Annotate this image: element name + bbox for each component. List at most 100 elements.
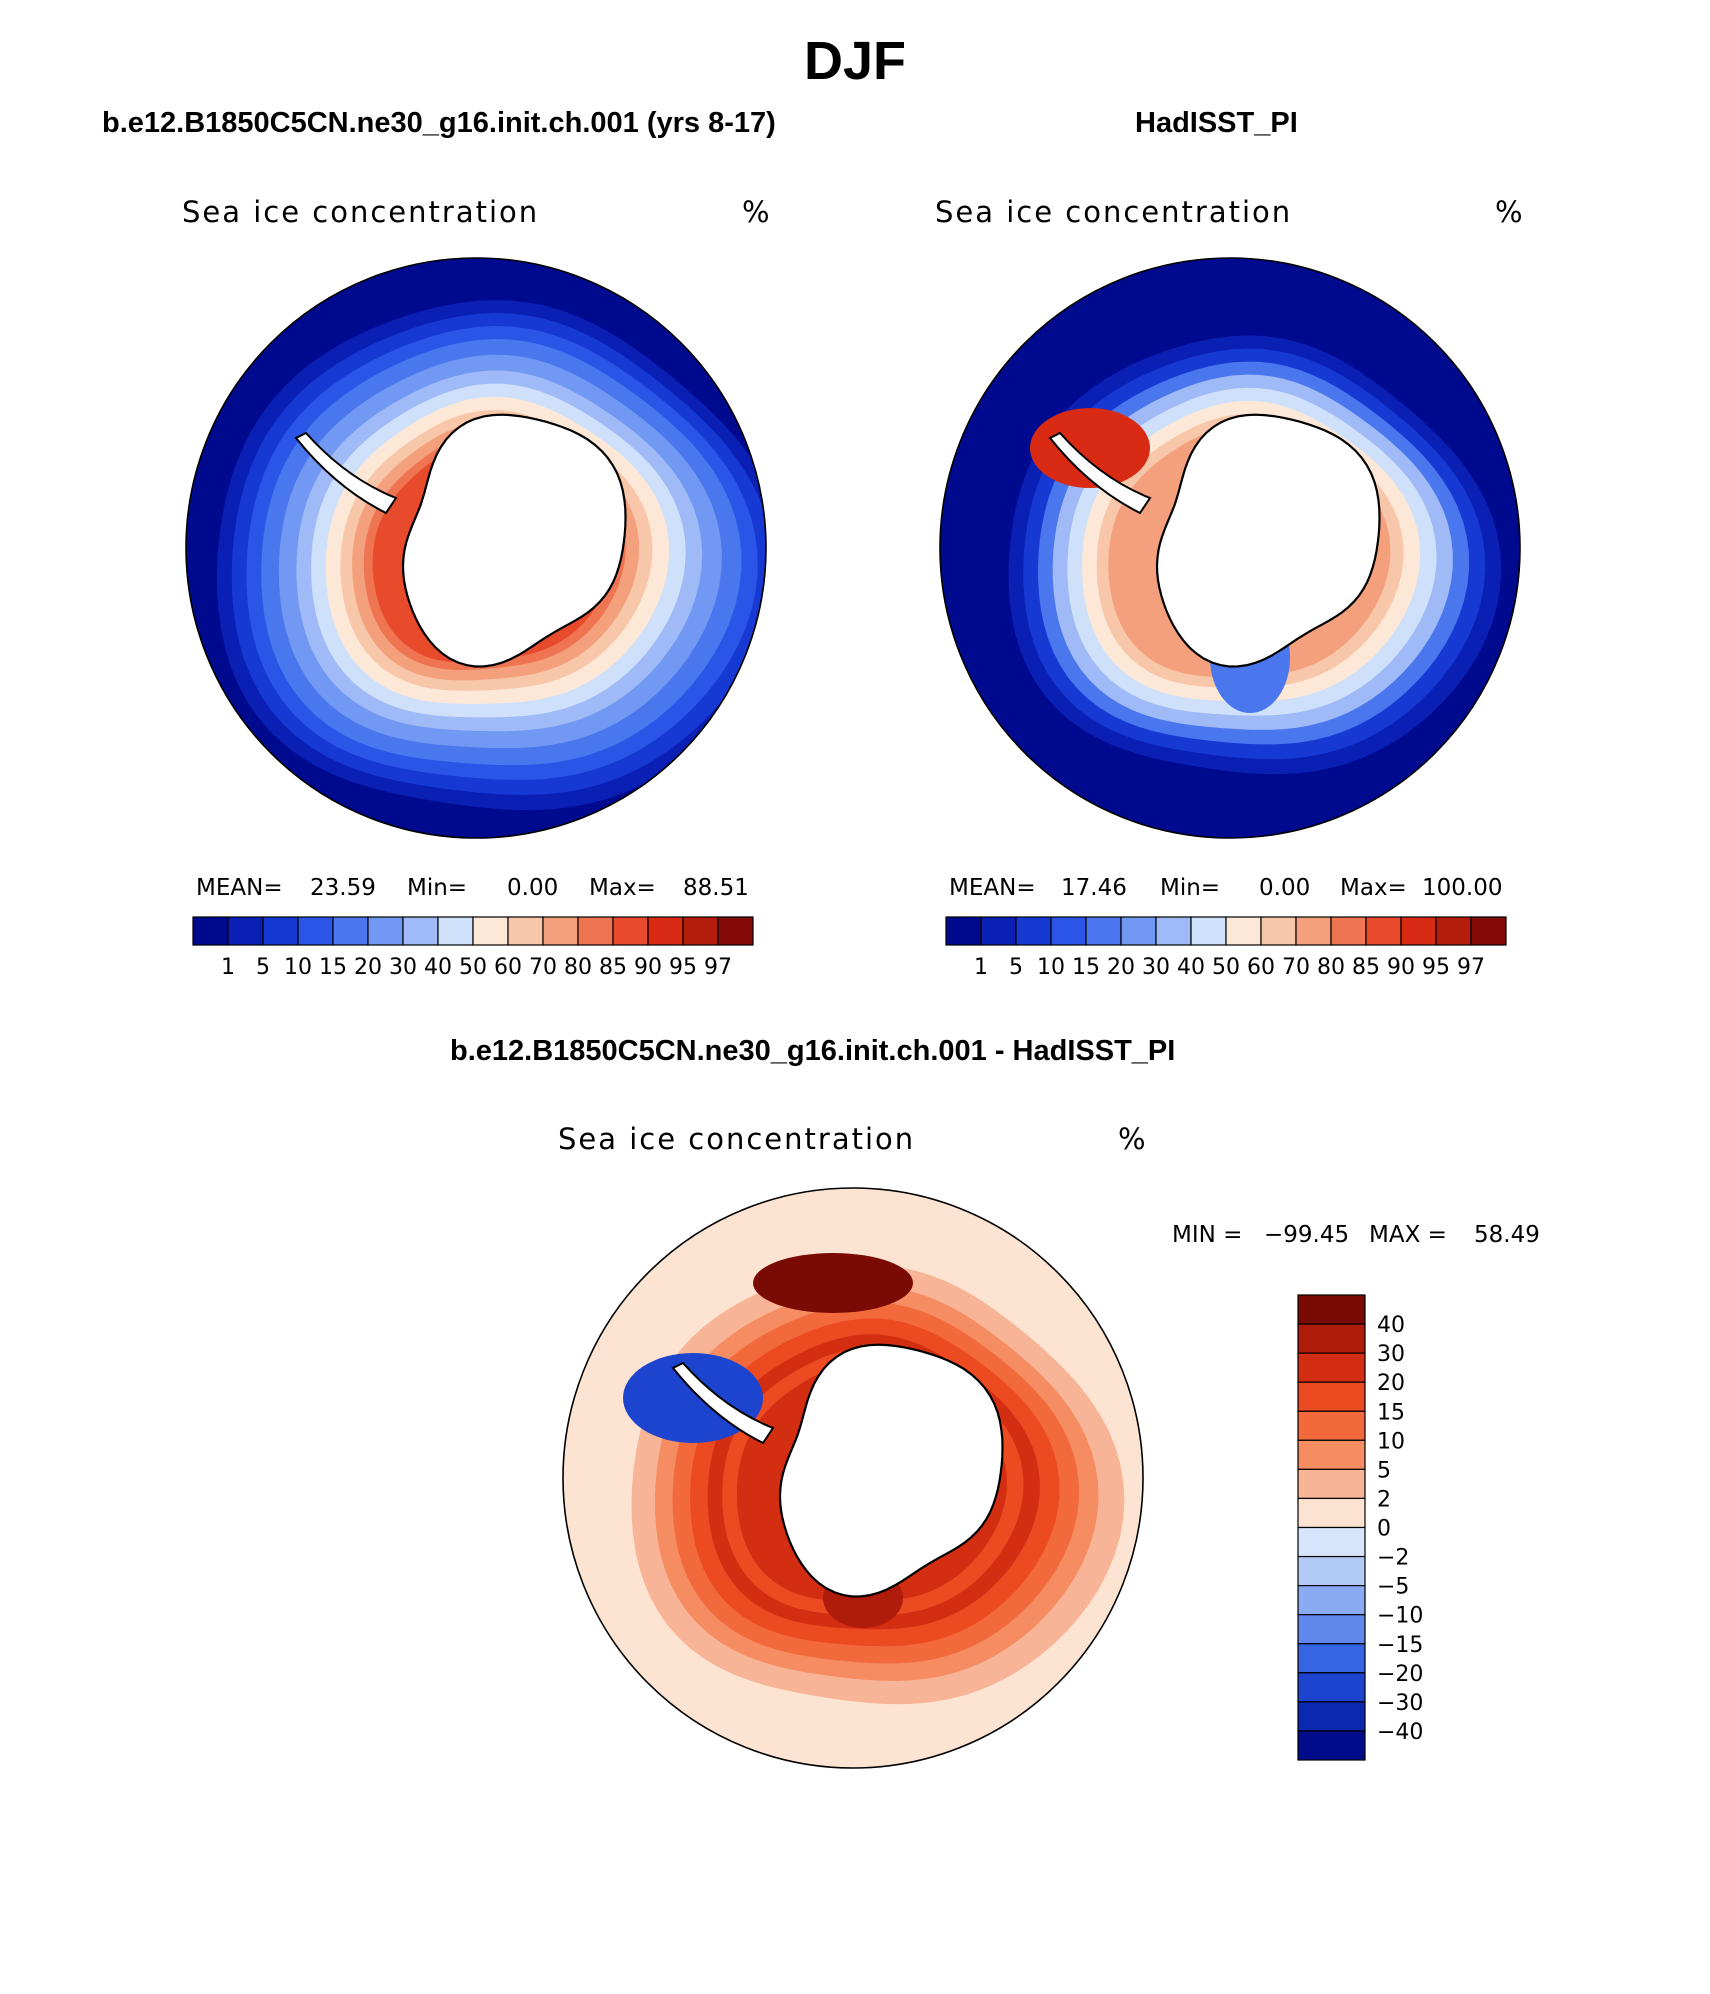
diff-positive-core (753, 1253, 913, 1313)
model-colorbar-tick-label: 1 (221, 955, 235, 980)
obs-map (939, 257, 1521, 839)
obs-colorbar-tick-label: 90 (1387, 955, 1415, 980)
diff-field (563, 1188, 1143, 1768)
obs-colorbar-box (1085, 916, 1122, 946)
model-peninsula (294, 431, 398, 515)
model-colorbar-box (437, 916, 474, 946)
model-field-label: Sea ice concentration (182, 195, 540, 229)
diff-colorbar-box (1297, 1643, 1366, 1674)
obs-colorbar-box (945, 916, 982, 946)
obs-field-label: Sea ice concentration (935, 195, 1293, 229)
model-colorbar-tick-label: 97 (704, 955, 732, 980)
diff-colorbar-box (1297, 1585, 1366, 1616)
figure-title: DJF (803, 31, 906, 91)
diff-colorbar-box (1297, 1439, 1366, 1470)
diff-colorbar-tick-label: −10 (1377, 1604, 1423, 1629)
diff-colorbar-tick-label: −5 (1377, 1575, 1409, 1600)
obs-colorbar-box (1260, 916, 1297, 946)
model-map (185, 257, 767, 839)
obs-weddell-high (1030, 408, 1150, 488)
model-colorbar-box (472, 916, 509, 946)
diff-colorbar-tick-label: 40 (1377, 1313, 1405, 1338)
obs-colorbar: 1 5 10 15 20 30 40 50 60 70 80 85 90 95 97 (945, 916, 1507, 980)
obs-colorbar-tick-label: 95 (1422, 955, 1450, 980)
model-map-frame (185, 257, 767, 839)
diff-colorbar-tick-label: −2 (1377, 1546, 1409, 1571)
diff-peninsula (671, 1361, 775, 1445)
obs-colorbar-box (1400, 916, 1437, 946)
diff-colorbar-tick-label: 5 (1377, 1458, 1391, 1483)
diff-colorbar-tick-label: 10 (1377, 1429, 1405, 1454)
model-colorbar-tick-label: 90 (634, 955, 662, 980)
model-colorbar-box (192, 916, 229, 946)
obs-colorbar-tick-label: 20 (1107, 955, 1135, 980)
diff-colorbar-tick-label: −20 (1377, 1662, 1423, 1687)
diff-antarctica-coastline (778, 1343, 1004, 1598)
diff-max-value: 58.49 (1474, 1222, 1540, 1248)
obs-max-value: 100.00 (1422, 875, 1503, 901)
obs-min-value: 0.00 (1259, 875, 1311, 901)
obs-colorbar-box (1190, 916, 1227, 946)
obs-antarctica-coastline (1155, 413, 1381, 668)
diff-colorbar-box (1297, 1730, 1366, 1761)
diff-min-label: MIN = (1172, 1222, 1243, 1248)
obs-map-frame (939, 257, 1521, 839)
model-colorbar-tick-label: 70 (529, 955, 557, 980)
obs-colorbar-tick-label: 60 (1247, 955, 1275, 980)
obs-colorbar-tick-label: 85 (1352, 955, 1380, 980)
diff-colorbar-tick-label: 15 (1377, 1400, 1405, 1425)
model-colorbar-tick-label: 50 (459, 955, 487, 980)
obs-colorbar-tick-label: 1 (974, 955, 988, 980)
obs-peninsula (1048, 431, 1152, 515)
model-colorbar: 1 5 10 15 20 30 40 50 60 70 80 85 90 95 97 (192, 916, 754, 980)
obs-colorbar-box (1015, 916, 1052, 946)
diff-map (562, 1187, 1144, 1769)
model-colorbar-box (717, 916, 754, 946)
model-colorbar-tick-label: 60 (494, 955, 522, 980)
obs-colorbar-box (1365, 916, 1402, 946)
obs-colorbar-tick-label: 80 (1317, 955, 1345, 980)
obs-units-label: % (1495, 195, 1523, 229)
obs-colorbar-tick-label: 30 (1142, 955, 1170, 980)
obs-max-label: Max= (1340, 875, 1407, 901)
model-max-value: 88.51 (683, 875, 749, 901)
diff-colorbar-box (1297, 1323, 1366, 1354)
model-antarctica-coastline (401, 413, 627, 668)
model-field (186, 258, 766, 838)
diff-colorbar-tick-label: 2 (1377, 1487, 1391, 1512)
obs-colorbar-tick-label: 40 (1177, 955, 1205, 980)
model-colorbar-box (682, 916, 719, 946)
model-colorbar-box (402, 916, 439, 946)
diff-colorbar-box (1297, 1381, 1366, 1412)
diff-colorbar-tick-label: 0 (1377, 1517, 1391, 1542)
diff-map-frame (562, 1187, 1144, 1769)
diff-colorbar-box (1297, 1410, 1366, 1441)
diff-units-label: % (1118, 1122, 1146, 1156)
diff-colorbar-box (1297, 1352, 1366, 1383)
model-colorbar-tick-label: 10 (284, 955, 312, 980)
obs-field (940, 258, 1520, 838)
obs-colorbar-box (1470, 916, 1507, 946)
model-colorbar-box (577, 916, 614, 946)
model-colorbar-box (612, 916, 649, 946)
diff-colorbar-tick-label: 30 (1377, 1342, 1405, 1367)
obs-colorbar-box (1225, 916, 1262, 946)
model-mean-value: 23.59 (310, 875, 376, 901)
diff-colorbar-box (1297, 1497, 1366, 1529)
diff-colorbar-box (1297, 1701, 1366, 1732)
model-colorbar-tick-label: 95 (669, 955, 697, 980)
model-colorbar-tick-label: 40 (424, 955, 452, 980)
obs-colorbar-box (1120, 916, 1157, 946)
obs-mean-label: MEAN= (949, 875, 1036, 901)
diff-colorbar-box (1297, 1614, 1366, 1645)
diff-max-label: MAX = (1369, 1222, 1447, 1248)
obs-colorbar-tick-label: 15 (1072, 955, 1100, 980)
model-mean-label: MEAN= (196, 875, 283, 901)
model-colorbar-box (647, 916, 684, 946)
model-colorbar-tick-label: 80 (564, 955, 592, 980)
diff-colorbar-box (1297, 1294, 1366, 1325)
diff-colorbar-box (1297, 1526, 1366, 1558)
model-colorbar-box (297, 916, 334, 946)
